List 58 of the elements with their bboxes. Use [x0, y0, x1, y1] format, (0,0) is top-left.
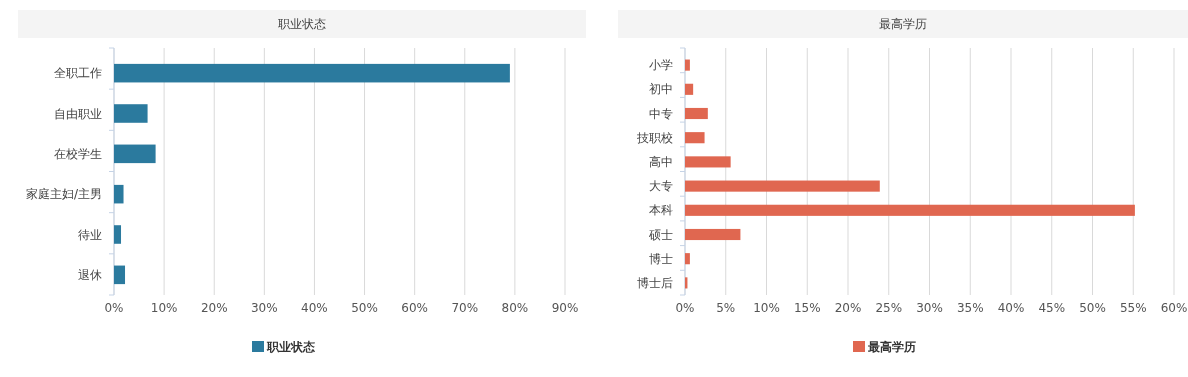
bar — [114, 184, 124, 204]
bar — [685, 107, 708, 120]
y-tick-label: 初中 — [649, 82, 673, 97]
bar — [114, 144, 156, 164]
x-tick-label: 25% — [875, 301, 903, 315]
bar — [685, 59, 690, 71]
x-tick-label: 70% — [451, 301, 479, 315]
bar — [114, 104, 148, 123]
bar — [114, 63, 510, 83]
y-tick-label: 博士 — [649, 251, 673, 266]
x-tick-label: 45% — [1038, 301, 1066, 315]
x-tick-label: 35% — [956, 301, 984, 315]
bar — [685, 132, 705, 144]
x-tick-label: 20% — [834, 301, 862, 315]
y-tick-label: 博士后 — [637, 275, 673, 290]
y-tick-label: 大专 — [649, 179, 673, 194]
legend-label: 最高学历 — [867, 340, 916, 354]
x-tick-label: 90% — [551, 301, 579, 315]
x-tick-label: 15% — [793, 301, 821, 315]
x-tick-label: 60% — [1160, 301, 1188, 315]
x-tick-label: 0% — [675, 301, 695, 315]
x-tick-label: 30% — [916, 301, 943, 315]
bar — [685, 228, 741, 241]
y-tick-label: 待业 — [78, 227, 102, 242]
y-tick-label: 技职校 — [636, 130, 673, 145]
chart-title: 职业状态 — [278, 17, 326, 31]
x-tick-label: 10% — [150, 301, 178, 315]
x-tick-label: 5% — [716, 301, 736, 315]
x-tick-label: 50% — [351, 301, 378, 315]
x-tick-label: 55% — [1119, 301, 1147, 315]
bar — [685, 83, 694, 95]
bar — [685, 253, 690, 265]
x-tick-label: 10% — [753, 301, 780, 315]
bar — [685, 180, 880, 192]
y-tick-label: 中专 — [649, 106, 673, 121]
y-tick-label: 高中 — [649, 154, 673, 169]
y-tick-label: 本科 — [649, 203, 673, 218]
x-tick-label: 80% — [501, 301, 529, 315]
y-tick-label: 自由职业 — [54, 106, 102, 121]
chart-title: 最高学历 — [879, 17, 927, 31]
y-tick-label: 小学 — [649, 58, 673, 73]
y-tick-label: 在校学生 — [54, 146, 102, 161]
bar — [685, 156, 731, 168]
x-tick-label: 0% — [104, 301, 124, 315]
bar — [685, 204, 1135, 216]
x-tick-label: 50% — [1079, 301, 1106, 315]
y-tick-label: 家庭主妇/主男 — [25, 187, 102, 202]
x-tick-label: 30% — [251, 301, 278, 315]
y-tick-label: 退休 — [78, 267, 102, 282]
x-tick-label: 60% — [401, 301, 428, 315]
bar — [114, 225, 122, 244]
legend-label: 职业状态 — [266, 340, 316, 354]
x-tick-label: 40% — [301, 301, 328, 315]
y-tick-label: 硕士 — [648, 227, 673, 242]
x-tick-label: 40% — [997, 301, 1025, 315]
y-tick-label: 全职工作 — [54, 66, 102, 81]
bar — [114, 265, 126, 285]
x-tick-label: 20% — [200, 301, 228, 315]
